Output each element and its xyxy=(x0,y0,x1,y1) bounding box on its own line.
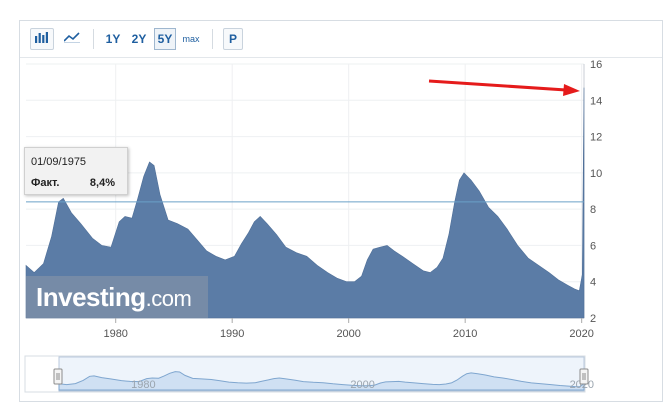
toolbar-separator xyxy=(93,29,94,49)
chart-widget: 1Y 2Y 5Y max P xyxy=(19,20,663,402)
logo-suffix: .com xyxy=(145,286,192,311)
navigator-tick-label: 2000 xyxy=(350,379,374,391)
navigator-area xyxy=(58,370,585,391)
navigator-right-handle[interactable] xyxy=(579,368,589,385)
tooltip-date: 01/09/1975 xyxy=(31,156,87,168)
range-max-button[interactable]: max xyxy=(182,34,200,44)
navigator-tick-label: 1980 xyxy=(131,379,155,391)
line-chart-icon xyxy=(63,32,80,46)
navigator[interactable]: 1980 2000 2020 xyxy=(24,355,594,393)
y-tick-label: 10 xyxy=(590,168,602,180)
bar-chart-button[interactable] xyxy=(30,28,54,50)
toolbar: 1Y 2Y 5Y max P xyxy=(20,21,662,58)
series-area xyxy=(25,87,585,319)
x-tick-label: 1990 xyxy=(220,328,244,340)
y-tick-label: 6 xyxy=(590,240,596,252)
x-tick-label: 2000 xyxy=(336,328,360,340)
y-tick-label: 8 xyxy=(590,204,596,216)
x-axis: 1980 1990 2000 2010 2020 xyxy=(103,318,594,340)
range-1y-button[interactable]: 1Y xyxy=(105,32,121,46)
bar-chart-icon xyxy=(35,32,49,46)
tooltip-value: 8,4% xyxy=(89,177,115,189)
logo-text: Investing.com xyxy=(36,282,192,313)
tooltip-label: Факт. xyxy=(31,177,60,189)
range-5y-button[interactable]: 5Y xyxy=(154,28,176,50)
y-tick-label: 4 xyxy=(590,277,596,289)
red-arrow xyxy=(428,79,580,96)
y-tick-label: 16 xyxy=(590,59,602,71)
y-tick-label: 2 xyxy=(590,313,596,325)
x-tick-label: 2010 xyxy=(453,328,477,340)
navigator-left-handle[interactable] xyxy=(53,368,63,385)
y-tick-label: 14 xyxy=(590,95,602,107)
y-tick-label: 12 xyxy=(590,132,602,144)
x-tick-label: 1980 xyxy=(103,328,127,340)
print-button[interactable]: P xyxy=(223,28,243,50)
y-axis: 2 4 6 8 10 12 14 16 xyxy=(590,59,602,325)
x-tick-label: 2020 xyxy=(569,328,593,340)
logo-main: Investing xyxy=(36,282,146,312)
line-chart-button[interactable] xyxy=(60,28,84,50)
range-2y-button[interactable]: 2Y xyxy=(131,32,147,46)
investing-logo: Investing.com xyxy=(26,276,208,318)
toolbar-separator xyxy=(212,29,213,49)
tooltip: 01/09/1975 Факт. 8,4% xyxy=(24,147,128,195)
